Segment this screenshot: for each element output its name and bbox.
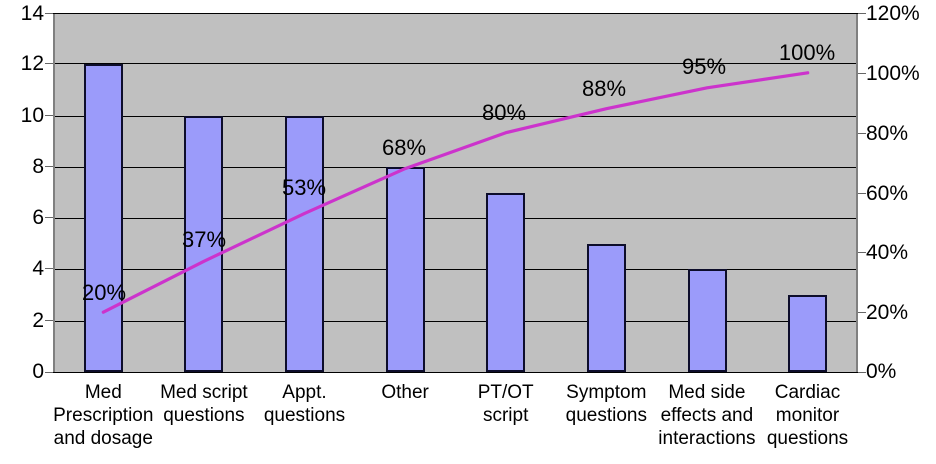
x-category-line: Med script bbox=[160, 382, 248, 403]
x-category-line: and dosage bbox=[53, 428, 153, 449]
y-tick-mark bbox=[45, 217, 53, 219]
x-category-label-6: Med side effects and interactions bbox=[657, 381, 758, 450]
bar-cardiac-monitor-questions bbox=[788, 295, 828, 372]
y-tick-mark bbox=[45, 319, 53, 321]
x-category-line: Other bbox=[381, 382, 429, 403]
x-category-line: monitor bbox=[775, 405, 840, 426]
y-tick-mark bbox=[45, 13, 53, 14]
x-category-line: questions bbox=[565, 405, 647, 426]
x-category-label-7: Cardiac monitor questions bbox=[757, 381, 858, 450]
pct-label-37: 37% bbox=[181, 227, 227, 252]
bar-med-side-effects-and-interactions bbox=[687, 269, 727, 372]
y2-tick-label: 100% bbox=[866, 61, 920, 85]
pct-label-88: 88% bbox=[581, 76, 627, 101]
y-axis-right: 120% 100% 80% 60% 40% 20% 0% bbox=[866, 0, 936, 464]
pct-label-68: 68% bbox=[381, 135, 427, 160]
bar-other bbox=[385, 166, 425, 372]
x-category-line: questions bbox=[766, 428, 849, 449]
gridline bbox=[55, 63, 856, 65]
y2-tick-label: 60% bbox=[866, 181, 909, 205]
x-axis-line bbox=[53, 372, 858, 373]
y-tick-mark bbox=[45, 114, 53, 116]
y2-tick-mark bbox=[858, 252, 866, 254]
bar-symptom-questions bbox=[586, 243, 626, 372]
y2-tick-label: 20% bbox=[866, 301, 909, 325]
gridline bbox=[55, 269, 856, 271]
x-category-line: Med bbox=[84, 382, 122, 403]
y-tick-label: 0 bbox=[32, 360, 44, 383]
y2-tick-label: 120% bbox=[866, 2, 920, 25]
x-category-label-4: PT/OT script bbox=[455, 381, 556, 427]
y-tick-mark bbox=[45, 63, 53, 65]
y2-tick-mark bbox=[858, 372, 866, 373]
y-tick-label: 6 bbox=[32, 206, 44, 230]
y-tick-label: 8 bbox=[32, 154, 44, 178]
y2-tick-mark bbox=[858, 312, 866, 314]
x-category-line: effects and bbox=[660, 405, 754, 426]
x-category-line: Symptom bbox=[566, 382, 647, 403]
y-tick-mark bbox=[45, 268, 53, 270]
y-tick-label: 12 bbox=[20, 52, 44, 76]
y2-tick-label: 40% bbox=[866, 241, 909, 265]
pct-label-95: 95% bbox=[681, 54, 727, 79]
bar-med-prescription-and-dosage bbox=[83, 64, 123, 372]
y-tick-mark bbox=[45, 372, 53, 373]
gridline bbox=[55, 320, 856, 322]
y2-tick-mark bbox=[858, 13, 866, 14]
y-axis-left: 14 12 10 8 6 4 2 0 bbox=[0, 0, 44, 464]
x-category-label-5: Symptom questions bbox=[556, 381, 657, 427]
x-category-line: script bbox=[482, 405, 529, 426]
x-category-label-2: Appt. questions bbox=[254, 381, 355, 427]
y2-tick-mark bbox=[858, 132, 866, 134]
x-category-label-1: Med script questions bbox=[154, 381, 255, 427]
pct-label-100: 100% bbox=[778, 40, 836, 65]
x-category-label-0: Med Prescription and dosage bbox=[53, 381, 154, 450]
y2-tick-mark bbox=[858, 72, 866, 74]
y2-tick-label: 0% bbox=[866, 360, 897, 383]
y-tick-label: 4 bbox=[32, 257, 44, 281]
y-tick-label: 10 bbox=[20, 103, 44, 127]
pct-label-80: 80% bbox=[481, 100, 527, 125]
x-category-line: Prescription bbox=[53, 405, 154, 426]
y-tick-label: 2 bbox=[32, 308, 44, 332]
y-tick-label: 14 bbox=[20, 2, 44, 25]
x-category-line: interactions bbox=[658, 428, 756, 449]
gridline bbox=[55, 218, 856, 220]
x-category-line: Cardiac bbox=[774, 382, 841, 403]
x-category-line: questions bbox=[263, 405, 346, 426]
y2-tick-label: 80% bbox=[866, 121, 909, 145]
pct-label-53: 53% bbox=[281, 175, 327, 200]
x-category-line: Med side bbox=[668, 382, 746, 403]
bar-pt-ot-script bbox=[486, 192, 526, 372]
bar-appt-questions bbox=[285, 115, 325, 372]
x-category-label-3: Other bbox=[355, 381, 456, 404]
y-tick-mark bbox=[45, 165, 53, 167]
x-category-line: PT/OT bbox=[477, 382, 534, 403]
plot-top-border bbox=[53, 13, 858, 14]
pct-label-20: 20% bbox=[81, 280, 127, 305]
gridline bbox=[55, 166, 856, 168]
y2-tick-mark bbox=[858, 192, 866, 194]
x-category-line: Appt. bbox=[282, 382, 327, 403]
x-category-line: questions bbox=[163, 405, 245, 426]
gridline bbox=[55, 115, 856, 117]
